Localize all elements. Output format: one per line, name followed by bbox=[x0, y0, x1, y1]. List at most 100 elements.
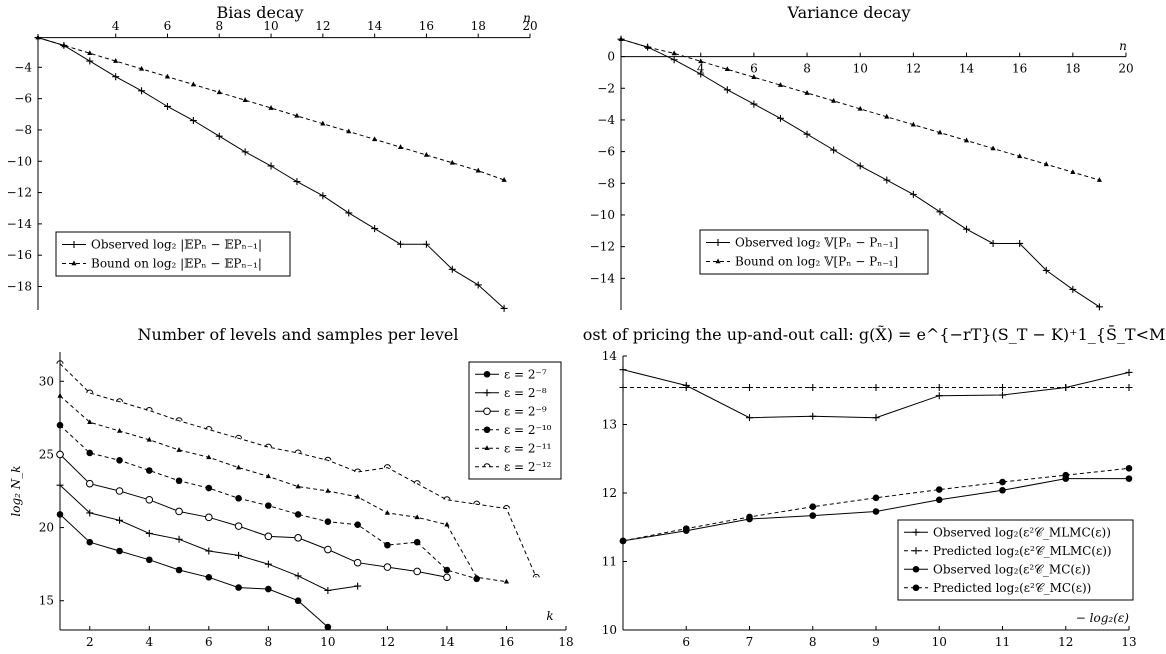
data-point bbox=[216, 89, 222, 95]
x-tick-label: 20 bbox=[1118, 62, 1133, 76]
data-point bbox=[697, 70, 705, 78]
data-point bbox=[1062, 384, 1070, 392]
legend: ε = 2⁻⁷ ε = 2⁻⁸ ε = 2⁻⁹ ε = 2⁻¹⁰ ε = 2⁻¹¹ ε =… bbox=[468, 361, 562, 480]
data-point bbox=[175, 566, 183, 574]
legend-entry: ε = 2⁻¹⁰ bbox=[504, 423, 552, 437]
data-point bbox=[294, 597, 302, 605]
x-tick-label: 12 bbox=[906, 62, 921, 76]
data-point bbox=[1125, 475, 1133, 482]
x-tick-label: 8 bbox=[215, 19, 223, 33]
legend-entry: Bound on log₂ |𝔼Pₙ − 𝔼Pₙ₋₁| bbox=[91, 257, 262, 271]
x-tick-label: 20 bbox=[522, 19, 537, 33]
data-point bbox=[145, 529, 153, 537]
data-point bbox=[698, 58, 704, 64]
legend-marker bbox=[70, 241, 78, 248]
data-point bbox=[473, 500, 481, 505]
x-tick-label: 16 bbox=[1012, 62, 1027, 76]
x-tick-label: 6 bbox=[682, 635, 690, 649]
data-point bbox=[724, 66, 730, 72]
legend-entry: ε = 2⁻⁷ bbox=[504, 367, 547, 381]
data-point bbox=[383, 464, 391, 468]
series-line bbox=[59, 454, 447, 578]
data-point bbox=[265, 473, 271, 479]
y-tick-label: −14 bbox=[590, 271, 616, 285]
data-point bbox=[320, 120, 326, 126]
data-point bbox=[936, 208, 944, 216]
legend-box bbox=[897, 519, 1134, 601]
data-point bbox=[884, 113, 890, 119]
data-point bbox=[87, 419, 93, 425]
data-point bbox=[909, 190, 917, 198]
data-point bbox=[138, 65, 145, 71]
data-point bbox=[935, 496, 943, 504]
chart-title: Bias decay bbox=[217, 3, 304, 22]
data-point bbox=[354, 468, 362, 473]
levels-samples-chart: Number of levels and samples per level 2 4… bbox=[9, 325, 574, 649]
data-point bbox=[325, 488, 331, 493]
data-point bbox=[443, 496, 451, 500]
x-tick-label: 12 bbox=[1058, 635, 1073, 649]
x-tick-label: 13 bbox=[1121, 635, 1136, 649]
x-tick-label: 6 bbox=[750, 62, 758, 76]
data-point bbox=[746, 513, 753, 521]
legend-entry: ε = 2⁻¹¹ bbox=[504, 441, 552, 455]
data-point bbox=[413, 567, 421, 576]
data-point bbox=[163, 102, 171, 110]
data-point bbox=[448, 265, 456, 273]
data-point bbox=[422, 240, 430, 248]
y-tick-label: 25 bbox=[39, 447, 54, 461]
data-point bbox=[804, 90, 810, 95]
data-point bbox=[831, 97, 837, 103]
data-point bbox=[803, 130, 811, 138]
data-point bbox=[809, 503, 817, 510]
data-point bbox=[830, 146, 838, 154]
data-point bbox=[189, 117, 197, 125]
legend-marker bbox=[483, 463, 491, 467]
x-tick-label: 8 bbox=[265, 635, 273, 649]
y-tick-label: 12 bbox=[602, 486, 617, 500]
data-point bbox=[937, 129, 943, 135]
data-point bbox=[502, 505, 510, 509]
data-point bbox=[145, 556, 153, 564]
y-tick-label: −12 bbox=[7, 186, 32, 200]
data-point bbox=[619, 537, 627, 545]
series-line bbox=[59, 395, 507, 583]
y-tick-label: 30 bbox=[39, 374, 54, 388]
data-point bbox=[999, 391, 1006, 399]
data-point bbox=[809, 512, 817, 519]
data-point bbox=[354, 521, 361, 528]
data-point bbox=[1016, 239, 1024, 247]
legend-marker bbox=[912, 528, 920, 536]
legend-entry: Bound on log₂ 𝕍[Pₙ − Pₙ₋₁] bbox=[735, 255, 898, 269]
data-point bbox=[235, 551, 243, 559]
data-point bbox=[384, 541, 391, 549]
y-axis-label: log₂ N_k bbox=[9, 465, 23, 516]
y-tick-label: −8 bbox=[597, 176, 615, 190]
data-point bbox=[145, 407, 153, 411]
y-tick-label: −18 bbox=[7, 280, 32, 294]
x-tick-label: 10 bbox=[932, 635, 947, 649]
bias-decay-panel: Bias decay 4 6 8 10 12 14 16 18 20 −4 −6 −8 −10 −12 −14… bbox=[0, 0, 583, 320]
data-point bbox=[751, 74, 757, 79]
data-point bbox=[86, 389, 94, 394]
data-point bbox=[872, 414, 880, 422]
legend-marker bbox=[483, 426, 491, 434]
legend-marker bbox=[715, 258, 721, 264]
data-point bbox=[682, 384, 690, 392]
data-point bbox=[319, 192, 327, 200]
bias-decay-chart: Bias decay 4 6 8 10 12 14 16 18 20 −4 −6 −8 −10 −12 −14… bbox=[7, 3, 538, 312]
data-point bbox=[1125, 368, 1133, 376]
legend-entry: ε = 2⁻¹² bbox=[504, 460, 552, 474]
y-tick-label: 10 bbox=[602, 623, 617, 637]
data-point bbox=[324, 623, 332, 631]
data-point bbox=[235, 464, 242, 470]
data-point bbox=[371, 225, 379, 233]
data-point bbox=[383, 563, 392, 571]
y-tick-label: 20 bbox=[39, 521, 54, 535]
data-point bbox=[857, 105, 863, 111]
data-point bbox=[138, 87, 146, 95]
y-tick-label: −12 bbox=[590, 240, 615, 254]
data-point bbox=[723, 86, 731, 94]
data-point bbox=[500, 304, 508, 312]
